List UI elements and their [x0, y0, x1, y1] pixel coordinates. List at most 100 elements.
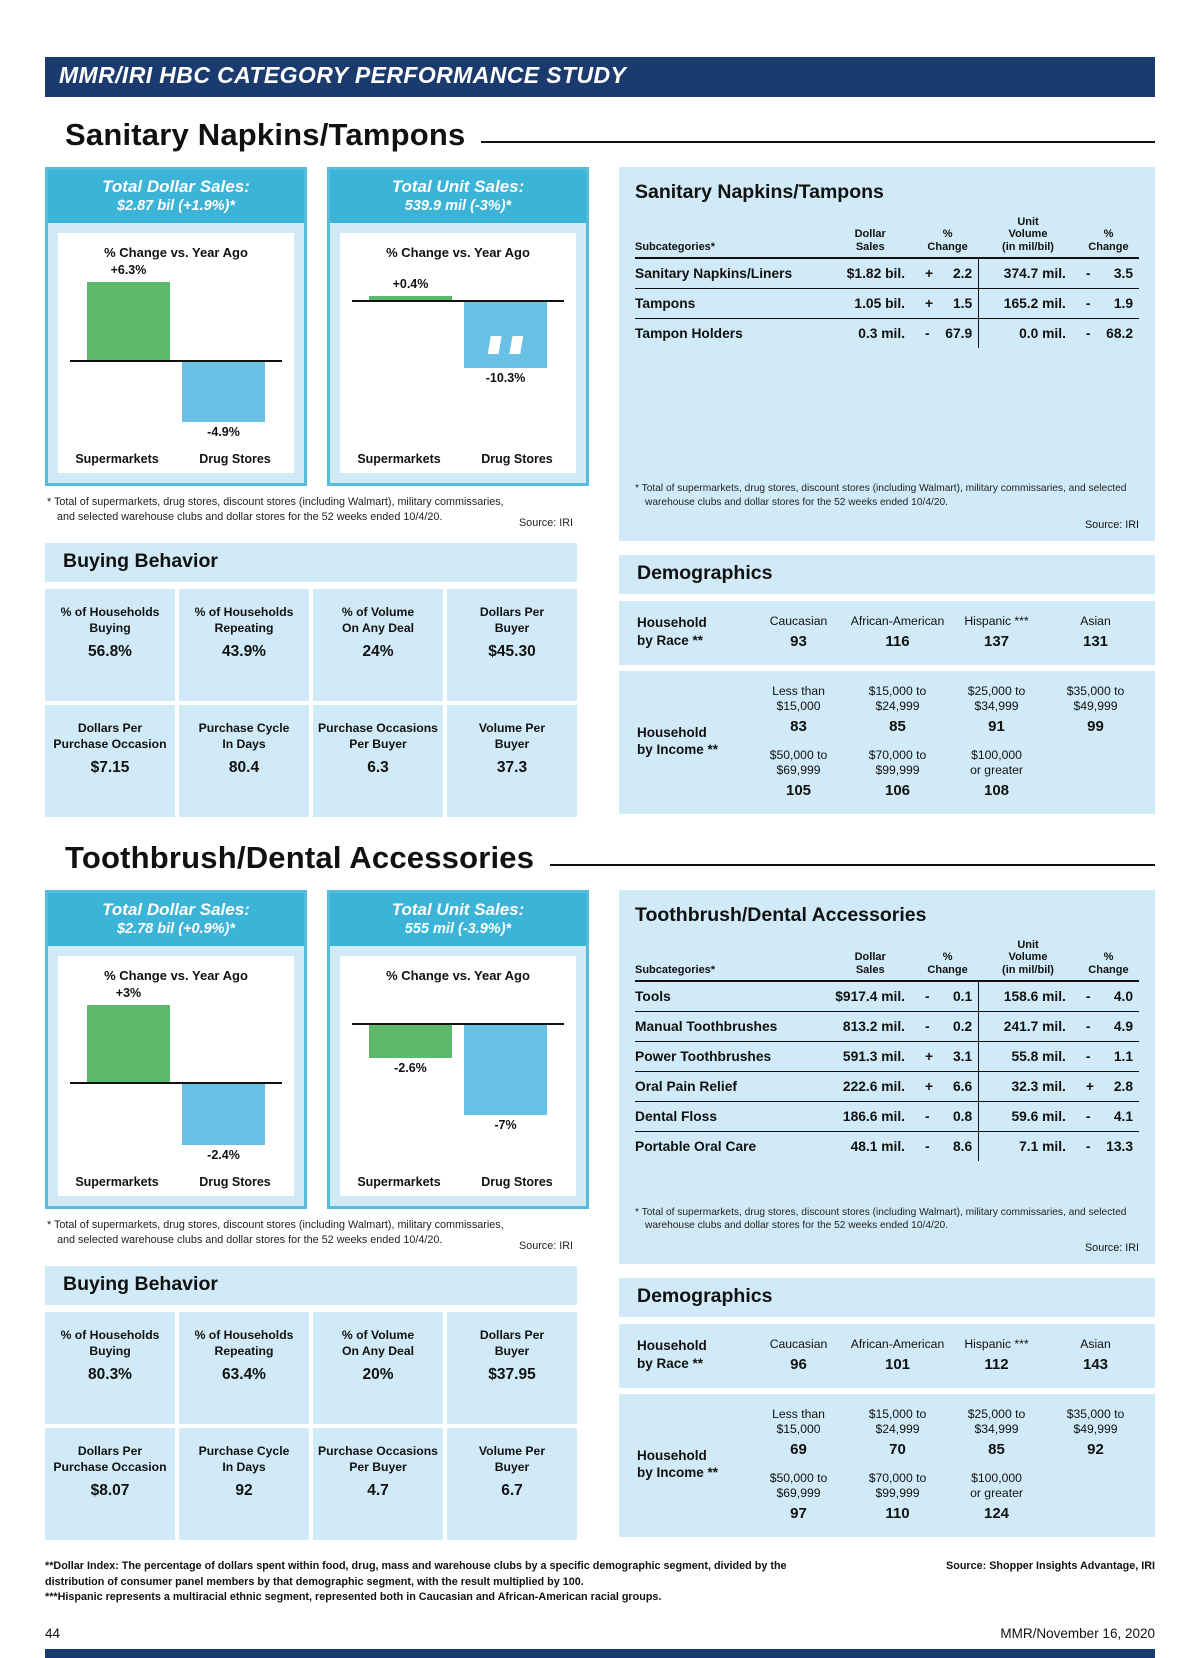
bar-value-label: -4.9%	[207, 425, 240, 439]
stat-cell: Purchase Cycle In Days 92	[179, 1428, 309, 1541]
table-row: Oral Pain Relief 222.6 mil. +6.6 32.3 mil. +…	[635, 1070, 1139, 1101]
col-header-subcategories: Subcategories*	[635, 963, 716, 976]
unit-pct-change: -13.3	[1078, 1132, 1139, 1161]
col-header-unit-volume: Unit Volume (in mil/bil)	[1002, 939, 1054, 976]
dollar-sales-value: $1.82 bil.	[846, 265, 906, 281]
race-grid: Caucasian 96 African-American 101 Hispanic *…	[749, 1337, 1145, 1373]
change-value: 67.9	[945, 325, 973, 341]
table-row: Power Toothbrushes 591.3 mil. +3.1 55.8 mil…	[635, 1040, 1139, 1071]
stat-cell: % of Households Repeating 43.9%	[179, 589, 309, 701]
stat-value: 92	[235, 1481, 253, 1499]
buying-behavior-grid: % of Households Buying 56.8%% of Househol…	[45, 589, 577, 817]
change-sign: +	[1085, 1078, 1094, 1094]
change-value: 2.2	[952, 265, 973, 281]
unit-pct-change: - 4.0	[1078, 982, 1139, 1011]
chart-subtitle: 539.9 mil (-3%)*	[404, 198, 512, 214]
buying-behavior-title: Buying Behavior	[45, 543, 577, 582]
category-section: Sanitary Napkins/Tampons Total Dollar Sal…	[45, 117, 1155, 820]
stat-label: % of Volume On Any Deal	[341, 1328, 415, 1358]
stat-cell: Dollars Per Purchase Occasion $7.15	[45, 705, 175, 817]
dollar-pct-change: - 8.6	[917, 1132, 978, 1161]
change-sign: -	[925, 1018, 930, 1034]
race-cell: Caucasian 96	[749, 1337, 848, 1373]
section-body: Total Dollar Sales: $2.87 bil (+1.9%)* % C…	[45, 167, 1155, 820]
household-by-race-block: Household by Race ** Caucasian 96 African-A…	[619, 1324, 1155, 1388]
race-cell: African-American 116	[848, 614, 947, 650]
stat-cell: % of Households Repeating 63.4%	[179, 1312, 309, 1425]
category-label: Drug Stores	[199, 452, 271, 466]
race-cell: Asian 143	[1046, 1337, 1145, 1373]
bar-supermarkets	[369, 296, 452, 300]
dollar-pct-change: +2.2	[917, 259, 978, 288]
bar-plot: -2.6% -7%	[350, 985, 566, 1163]
chart-header: Total Unit Sales: 555 mil (-3.9%)*	[330, 893, 586, 947]
subcategory-name: Sanitary Napkins/Liners	[635, 265, 793, 281]
stat-label: % of Households Buying	[60, 1328, 160, 1358]
table-row: Tampon Holders 0.3 mil. -67.9 0.0 mil. -68.2	[635, 317, 1139, 348]
dollar-sales-value: 591.3 mil.	[842, 1048, 906, 1064]
race-index-value: 96	[790, 1355, 807, 1373]
income-label: Less than $15,000	[772, 683, 825, 714]
change-sign: -	[1085, 1138, 1091, 1154]
stat-label: % of Households Buying	[60, 605, 160, 635]
change-sign: -	[1085, 1108, 1091, 1124]
change-sign: +	[925, 1048, 934, 1064]
dollar-sales-value: $917.4 mil.	[835, 988, 906, 1004]
dollar-pct-change: +6.6	[917, 1072, 978, 1101]
axis-note: % Change vs. Year Ago	[104, 245, 248, 260]
buying-behavior-panel: Buying Behavior % of Households Buying 80.…	[45, 1266, 577, 1541]
income-cell: $70,000 to $99,999 110	[848, 1471, 947, 1522]
bar-drug-stores	[464, 1025, 547, 1116]
col-header-dollar-sales: Dollar Sales	[854, 951, 886, 976]
unit-pct-change: -68.2	[1078, 319, 1139, 348]
demographics-panel: Demographics Household by Race ** Caucasia…	[619, 555, 1155, 815]
household-by-race-block: Household by Race ** Caucasian 93 African-A…	[619, 601, 1155, 665]
stat-value: 4.7	[367, 1481, 389, 1499]
category-section: Toothbrush/Dental Accessories Total Dolla…	[45, 840, 1155, 1543]
chart-footnote: * Total of supermarkets, drug stores, di…	[47, 496, 504, 523]
stat-value: 63.4%	[222, 1365, 266, 1383]
table-row: Portable Oral Care 48.1 mil. -8.6 7.1 mil. -…	[635, 1130, 1139, 1161]
change-sign: -	[925, 988, 930, 1004]
income-index-value: 85	[988, 1440, 1005, 1458]
unit-pct-change: - 3.5	[1078, 259, 1139, 288]
change-value: 4.9	[1113, 1018, 1133, 1034]
bottom-footnotes: **Dollar Index: The percentage of dollar…	[45, 1559, 1155, 1606]
change-sign: -	[925, 325, 930, 341]
dollar-pct-change: - 0.1	[917, 982, 978, 1011]
chart-footnote-row: * Total of supermarkets, drug stores, di…	[47, 1218, 575, 1254]
zero-axis-line	[70, 1081, 282, 1084]
title-rule	[481, 141, 1155, 143]
stat-label: Volume Per Buyer	[478, 1444, 546, 1474]
chart-plot-area: % Change vs. Year Ago +6.3% -4.9% Supermark…	[58, 233, 294, 473]
stat-value: 6.3	[367, 758, 389, 776]
dollar-sales-value: 48.1 mil.	[850, 1138, 906, 1154]
stat-cell: Volume Per Buyer 6.7	[447, 1428, 577, 1541]
unit-volume-value: 165.2 mil.	[978, 288, 1078, 318]
category-label: Supermarkets	[75, 452, 159, 466]
stat-label: % of Volume On Any Deal	[341, 605, 415, 635]
category-labels: Supermarkets Drug Stores	[340, 1175, 576, 1189]
bar-value-label: -2.4%	[207, 1148, 240, 1163]
stat-label: Dollars Per Buyer	[479, 1328, 545, 1358]
income-label: Less than $15,000	[772, 1406, 825, 1437]
income-label: $70,000 to $99,999	[868, 1470, 927, 1501]
race-cell: Hispanic *** 137	[947, 614, 1046, 650]
change-value: 0.1	[952, 988, 973, 1004]
subcategory-name: Tampon Holders	[635, 325, 743, 341]
race-cell: African-American 101	[848, 1337, 947, 1373]
source-iri-label: Source: IRI	[1084, 519, 1139, 531]
race-label: Hispanic ***	[964, 1337, 1029, 1352]
race-index-value: 112	[984, 1355, 1009, 1373]
stat-cell: % of Households Buying 80.3%	[45, 1312, 175, 1425]
stat-value: 37.3	[496, 758, 528, 776]
income-index-value: 124	[983, 1505, 1010, 1523]
axis-note: % Change vs. Year Ago	[104, 968, 248, 984]
subcategories-table-card: Sanitary Napkins/Tampons Subcategories* Do…	[619, 167, 1155, 541]
income-index-value: 70	[889, 1440, 906, 1458]
unit-volume-value: 0.0 mil.	[978, 318, 1078, 348]
stat-cell: Volume Per Buyer 37.3	[447, 705, 577, 817]
change-sign: +	[925, 265, 934, 281]
table-row: Tampons 1.05 bil. +1.5 165.2 mil. -1.9	[635, 287, 1139, 318]
table-row: Tools $917.4 mil. -0.1 158.6 mil. -4.0	[635, 981, 1139, 1011]
